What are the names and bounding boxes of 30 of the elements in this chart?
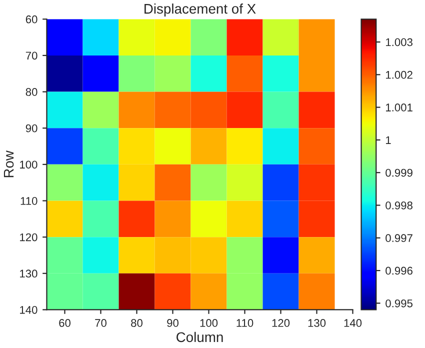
y-tick-label: 90 — [26, 124, 38, 132]
color-bar-label: 1.003 — [386, 38, 412, 46]
x-tick-label: 120 — [272, 319, 290, 327]
x-tick-label: 60 — [59, 319, 70, 327]
y-tick-label: 130 — [20, 270, 38, 278]
y-tick-label: 70 — [26, 52, 38, 60]
color-bar-label: 0.997 — [386, 234, 412, 242]
color-bar-label: 0.995 — [386, 299, 412, 308]
y-tick-label: 140 — [20, 306, 38, 314]
color-bar-label: 0.998 — [386, 202, 412, 210]
y-tick-label: 110 — [20, 197, 38, 205]
color-bar-label: 1.001 — [386, 104, 412, 112]
x-tick-label: 90 — [167, 319, 178, 327]
y-tick-label: 100 — [20, 160, 38, 169]
x-tick-label: 100 — [200, 319, 218, 327]
x-tick-label: 110 — [236, 319, 254, 327]
x-tick-label: 140 — [344, 319, 362, 327]
x-tick-label: 80 — [131, 319, 142, 327]
color-bar-label: 0.999 — [386, 168, 412, 177]
chart-title: Displacement of X — [144, 4, 256, 16]
x-axis-title: Column — [176, 332, 223, 342]
x-tick-label: 70 — [95, 319, 106, 327]
y-tick-label: 60 — [26, 15, 38, 24]
y-tick-label: 120 — [20, 233, 38, 242]
color-bar-label: 0.996 — [386, 266, 412, 275]
x-tick-label: 130 — [308, 319, 326, 327]
y-axis-title: Row — [4, 150, 14, 178]
color-bar-label: 1 — [386, 136, 391, 144]
y-tick-label: 80 — [26, 88, 38, 96]
color-bar-label: 1.002 — [386, 70, 412, 79]
